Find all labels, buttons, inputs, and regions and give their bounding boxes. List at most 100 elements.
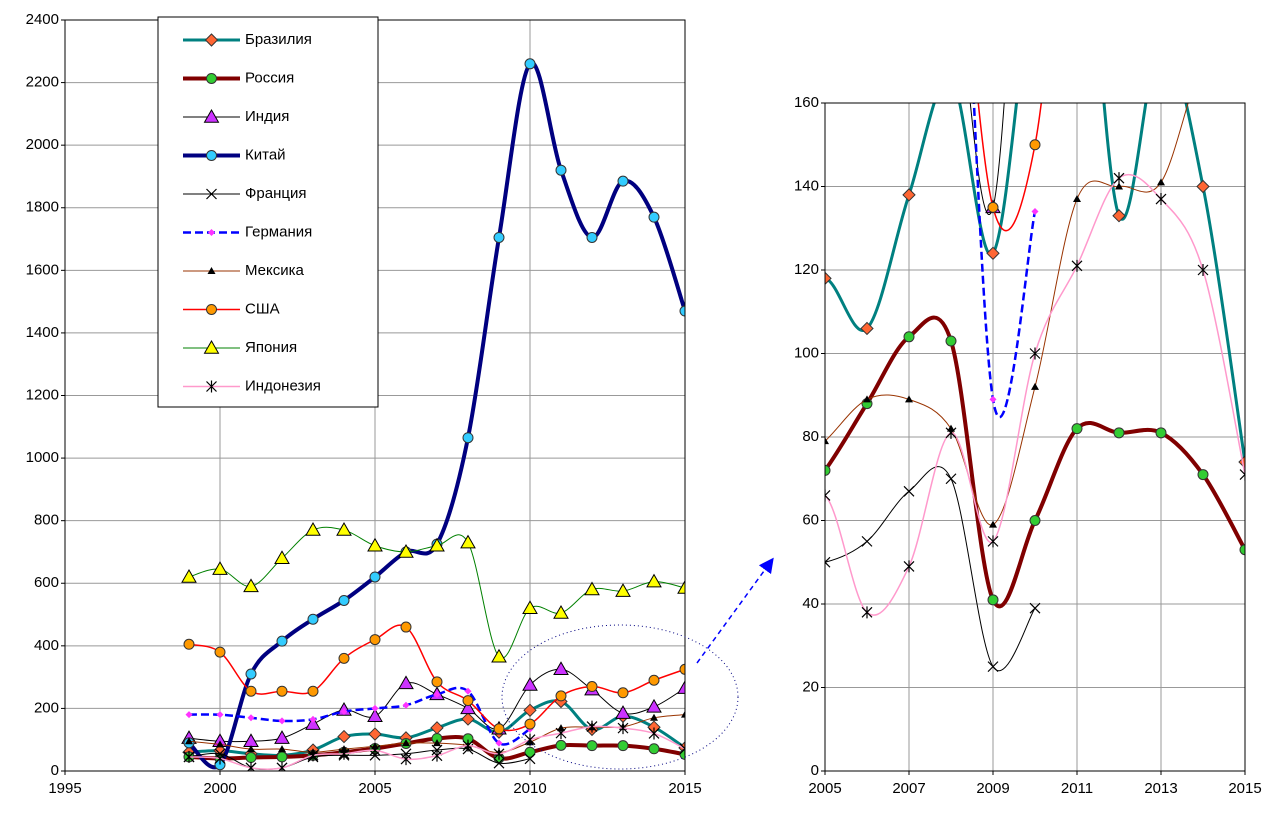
legend-label: США	[245, 300, 280, 317]
y-tick-label: 2200	[26, 74, 59, 91]
marker	[1071, 423, 1083, 435]
series-line	[188, 526, 685, 659]
marker	[679, 663, 685, 675]
marker	[206, 73, 217, 84]
marker	[555, 690, 567, 702]
marker	[274, 550, 290, 564]
marker	[245, 761, 257, 771]
y-tick-label: 200	[34, 699, 59, 716]
marker	[206, 188, 217, 200]
marker	[1113, 427, 1125, 439]
marker	[278, 717, 286, 725]
marker	[987, 661, 999, 673]
marker	[305, 522, 321, 536]
marker	[522, 676, 538, 691]
marker	[206, 150, 217, 161]
marker	[555, 727, 567, 740]
marker	[677, 579, 685, 594]
marker	[183, 638, 195, 650]
zoom-arrow	[696, 557, 774, 664]
marker	[586, 740, 598, 752]
marker	[737, 517, 745, 524]
marker	[861, 535, 873, 547]
marker	[307, 613, 319, 625]
marker	[692, 326, 706, 338]
marker	[860, 321, 874, 336]
marker	[433, 739, 441, 747]
marker	[553, 661, 569, 676]
legend-label: Индонезия	[245, 377, 321, 394]
x-tick-label: 1995	[48, 780, 81, 797]
x-tick-label: 2000	[203, 780, 236, 797]
marker	[276, 635, 288, 647]
marker	[779, 475, 787, 482]
marker	[989, 520, 997, 528]
marker	[694, 723, 704, 735]
marker	[203, 108, 220, 123]
marker	[245, 752, 257, 764]
marker	[338, 747, 350, 760]
marker	[945, 335, 957, 347]
marker	[367, 537, 383, 552]
marker	[278, 745, 286, 753]
marker	[276, 751, 288, 763]
marker	[646, 698, 662, 713]
marker	[207, 267, 216, 274]
marker	[1239, 544, 1245, 556]
marker	[245, 685, 257, 697]
marker	[309, 715, 317, 723]
marker	[615, 705, 631, 719]
marker	[400, 753, 412, 766]
marker	[1031, 382, 1039, 390]
marker	[369, 744, 381, 757]
y-tick-label: 1800	[26, 199, 59, 216]
marker	[648, 727, 660, 740]
marker	[368, 727, 382, 741]
marker	[987, 535, 999, 548]
x-tick-label: 2005	[358, 780, 391, 797]
marker	[553, 604, 569, 619]
x-tick-label: 2011	[1061, 780, 1093, 797]
marker	[369, 571, 381, 583]
marker	[987, 201, 999, 213]
marker	[462, 695, 474, 707]
marker	[276, 761, 288, 771]
marker	[1197, 469, 1209, 481]
marker	[402, 739, 410, 747]
marker	[206, 304, 217, 315]
marker	[734, 138, 748, 150]
marker	[738, 79, 745, 86]
marker	[524, 753, 536, 765]
marker	[493, 231, 505, 243]
y-tick-label: 0	[51, 762, 59, 779]
marker	[337, 729, 351, 744]
marker	[825, 556, 831, 568]
y-tick-label: 140	[794, 177, 819, 194]
marker	[617, 722, 629, 735]
marker	[905, 395, 913, 403]
marker	[648, 743, 660, 755]
series-line	[972, 103, 1037, 419]
y-tick-label: 600	[34, 574, 59, 591]
x-tick-label: 2009	[976, 780, 1009, 797]
marker	[1031, 208, 1039, 216]
marker	[522, 600, 538, 615]
plot	[181, 58, 685, 771]
marker	[338, 652, 350, 664]
marker	[433, 690, 441, 698]
marker	[1029, 515, 1041, 526]
marker	[495, 739, 503, 747]
marker	[945, 473, 957, 485]
marker	[1196, 179, 1210, 194]
marker	[584, 581, 600, 596]
marker	[462, 432, 474, 444]
marker	[863, 395, 871, 403]
y-tick-label: 100	[794, 344, 819, 361]
marker	[778, 557, 788, 567]
x-tick-label: 2015	[1228, 780, 1261, 797]
marker	[338, 594, 350, 606]
marker	[679, 742, 685, 755]
marker	[431, 749, 443, 762]
marker	[1157, 178, 1165, 186]
marker	[1155, 193, 1167, 206]
